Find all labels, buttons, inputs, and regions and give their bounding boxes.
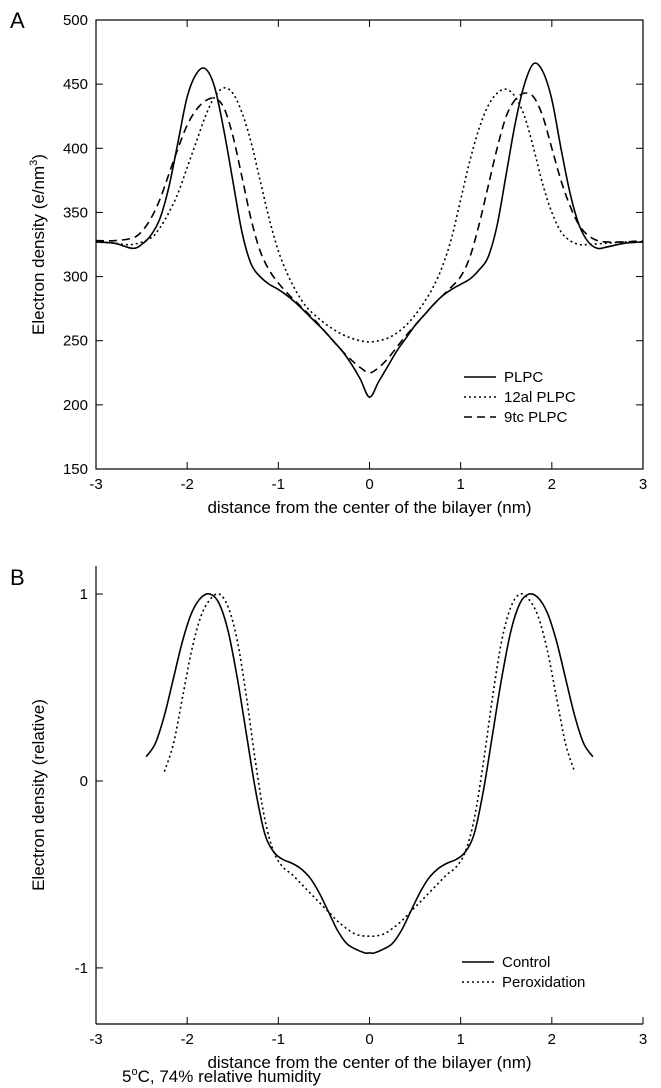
panel-a-legend: PLPC 12al PLPC 9tc PLPC bbox=[464, 369, 576, 426]
y-tick-label: 250 bbox=[63, 333, 88, 350]
panel-b-x-ticks: -3 -2 -1 0 1 2 3 bbox=[89, 1017, 647, 1048]
y-tick-label: -1 bbox=[75, 960, 88, 977]
y-tick-label: 150 bbox=[63, 461, 88, 478]
panel-b-note-rest: C, 74% relative humidity bbox=[138, 1067, 322, 1086]
x-tick-label: 0 bbox=[365, 1031, 373, 1048]
x-tick-label: 1 bbox=[456, 1031, 464, 1048]
y-tick-label: 300 bbox=[63, 269, 88, 286]
panel-a-y-ticks: 150 200 250 300 350 400 450 500 bbox=[63, 12, 643, 478]
legend-label: Control bbox=[502, 954, 550, 971]
series-line-9tc-plpc bbox=[95, 92, 644, 374]
panel-b-note-temperature: 5 bbox=[122, 1067, 131, 1086]
panel-b-note-degree: o bbox=[131, 1066, 137, 1078]
x-tick-label: -3 bbox=[89, 1031, 102, 1048]
x-tick-label: 0 bbox=[365, 476, 373, 493]
panel-b-y-axis-label: Electron density (relative) bbox=[29, 699, 48, 891]
legend-label: 12al PLPC bbox=[504, 389, 576, 406]
panel-a-x-axis-label: distance from the center of the bilayer … bbox=[207, 498, 531, 517]
y-tick-label: 200 bbox=[63, 397, 88, 414]
panel-a-letter: A bbox=[10, 8, 25, 33]
panel-a-y-label-superscript: 3 bbox=[28, 160, 40, 166]
series-line-12al-plpc bbox=[95, 87, 644, 343]
panel-a-chart: A 150 200 250 300 350 400 450 500 -3 -2 -1 0 1 2 3 di… bbox=[10, 8, 647, 517]
legend-label: Peroxidation bbox=[502, 974, 585, 991]
panel-b-legend: Control Peroxidation bbox=[462, 954, 585, 991]
panel-a-y-label-main: Electron density (e/nm bbox=[29, 166, 48, 335]
panel-b-series bbox=[145, 592, 594, 955]
x-tick-label: -1 bbox=[272, 1031, 285, 1048]
panel-a-x-ticks: -3 -2 -1 0 1 2 3 bbox=[89, 20, 647, 493]
x-tick-label: 3 bbox=[639, 1031, 647, 1048]
series-line-control bbox=[145, 592, 594, 955]
x-tick-label: -1 bbox=[272, 476, 285, 493]
panel-a-y-axis-label: Electron density (e/nm3) bbox=[28, 154, 48, 335]
panel-b-conditions-note: 5oC, 74% relative humidity bbox=[122, 1066, 321, 1086]
x-tick-label: -2 bbox=[180, 1031, 193, 1048]
series-line-plpc bbox=[95, 62, 644, 398]
panel-a-y-label-close: ) bbox=[29, 154, 48, 160]
y-tick-label: 1 bbox=[80, 586, 88, 603]
x-tick-label: 1 bbox=[456, 476, 464, 493]
series-line-peroxidation bbox=[163, 592, 576, 938]
x-tick-label: 3 bbox=[639, 476, 647, 493]
legend-label: 9tc PLPC bbox=[504, 409, 568, 426]
y-tick-label: 500 bbox=[63, 12, 88, 29]
x-tick-label: -3 bbox=[89, 476, 102, 493]
y-tick-label: 350 bbox=[63, 204, 88, 221]
panel-a-series bbox=[95, 62, 644, 398]
x-tick-label: 2 bbox=[548, 1031, 556, 1048]
panel-b-x-axis-label: distance from the center of the bilayer … bbox=[207, 1053, 531, 1072]
y-tick-label: 400 bbox=[63, 140, 88, 157]
panel-b-y-ticks: -1 0 1 bbox=[75, 586, 103, 977]
y-tick-label: 450 bbox=[63, 76, 88, 93]
panel-b-letter: B bbox=[10, 565, 25, 590]
y-tick-label: 0 bbox=[80, 773, 88, 790]
legend-label: PLPC bbox=[504, 369, 543, 386]
x-tick-label: 2 bbox=[548, 476, 556, 493]
panel-b-chart: B -1 0 1 -3 -2 -1 0 1 2 3 distance from the cent… bbox=[10, 565, 647, 1086]
x-tick-label: -2 bbox=[180, 476, 193, 493]
